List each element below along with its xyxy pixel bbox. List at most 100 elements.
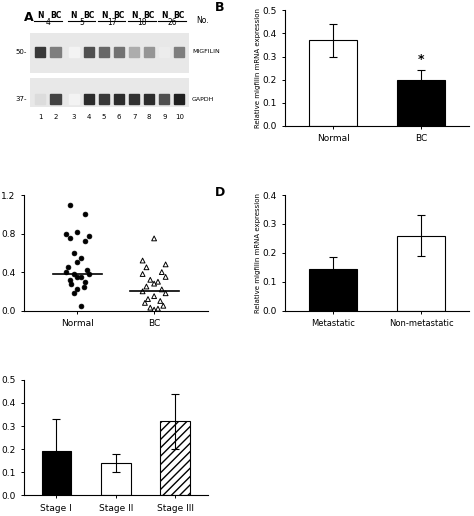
Bar: [30, 77, 190, 107]
Bar: [50, 94, 61, 104]
Bar: [144, 47, 154, 57]
Point: [162, 289, 169, 297]
Text: BC: BC: [50, 11, 61, 20]
Point: [70, 249, 77, 257]
Text: D: D: [215, 186, 226, 199]
Y-axis label: Relative migfilin mRNA expression: Relative migfilin mRNA expression: [255, 193, 261, 313]
Text: 8: 8: [147, 114, 152, 120]
Point: [66, 234, 73, 243]
Point: [77, 302, 85, 310]
Text: BC: BC: [113, 11, 125, 20]
Point: [150, 234, 158, 243]
Point: [62, 230, 70, 238]
Bar: [309, 40, 357, 126]
Point: [81, 210, 89, 218]
Point: [85, 231, 93, 239]
Point: [158, 268, 165, 276]
Point: [156, 297, 164, 305]
Text: A: A: [24, 11, 33, 24]
Text: 9: 9: [162, 114, 166, 120]
Text: B: B: [215, 1, 225, 14]
Bar: [129, 94, 139, 104]
Text: 5: 5: [79, 18, 84, 27]
Point: [64, 263, 72, 271]
Point: [73, 259, 81, 267]
Point: [139, 256, 146, 265]
Text: 6: 6: [117, 114, 121, 120]
Point: [81, 278, 89, 286]
Point: [150, 305, 158, 314]
Bar: [69, 47, 79, 57]
Y-axis label: Relative migfilin mRNA expression: Relative migfilin mRNA expression: [255, 8, 261, 128]
Bar: [309, 269, 357, 311]
Point: [83, 266, 91, 275]
Bar: [99, 47, 109, 57]
Bar: [36, 94, 46, 104]
Text: BC: BC: [144, 11, 155, 20]
Bar: [159, 94, 169, 104]
Text: 2: 2: [53, 114, 58, 120]
Point: [85, 270, 93, 278]
Point: [158, 285, 165, 294]
Point: [66, 276, 73, 284]
Text: N: N: [71, 11, 77, 20]
Point: [70, 270, 77, 278]
Bar: [144, 94, 154, 104]
Bar: [114, 94, 124, 104]
Text: 5: 5: [102, 114, 106, 120]
Text: 18: 18: [137, 18, 146, 27]
Point: [70, 289, 77, 297]
Bar: [36, 47, 46, 57]
Point: [66, 201, 73, 209]
Bar: [397, 79, 445, 126]
Text: 50-: 50-: [16, 49, 27, 55]
Point: [139, 270, 146, 278]
Point: [154, 278, 162, 286]
Bar: [114, 47, 124, 57]
Bar: [129, 47, 139, 57]
Point: [141, 299, 149, 307]
Point: [73, 285, 81, 294]
Text: 4: 4: [46, 18, 50, 27]
Bar: [30, 34, 190, 73]
Point: [80, 282, 87, 291]
Point: [150, 280, 158, 288]
Bar: [174, 94, 184, 104]
Text: 26: 26: [167, 18, 177, 27]
Point: [77, 273, 85, 281]
Text: 7: 7: [132, 114, 137, 120]
Bar: [99, 94, 109, 104]
Point: [143, 263, 150, 271]
Point: [67, 280, 75, 288]
Text: 10: 10: [175, 114, 184, 120]
Text: BC: BC: [173, 11, 185, 20]
Text: N: N: [131, 11, 137, 20]
Point: [146, 303, 154, 312]
Point: [154, 304, 162, 313]
Bar: [159, 47, 169, 57]
Text: 17: 17: [107, 18, 117, 27]
Point: [73, 273, 81, 281]
Text: BC: BC: [83, 11, 95, 20]
Text: 1: 1: [38, 114, 43, 120]
Text: MIGFILIN: MIGFILIN: [192, 50, 219, 54]
Point: [73, 228, 81, 236]
Text: No.: No.: [196, 16, 209, 25]
Bar: [42, 452, 71, 495]
Bar: [160, 422, 190, 495]
Point: [146, 276, 154, 284]
Point: [62, 268, 70, 276]
Text: GAPDH: GAPDH: [192, 96, 214, 102]
Bar: [174, 47, 184, 57]
Point: [160, 302, 167, 310]
Bar: [397, 235, 445, 311]
Bar: [50, 47, 61, 57]
Text: N: N: [37, 11, 44, 20]
Point: [144, 295, 152, 303]
Point: [143, 282, 150, 291]
Bar: [101, 463, 131, 495]
Bar: [84, 47, 94, 57]
Text: N: N: [161, 11, 167, 20]
Point: [162, 260, 169, 268]
Point: [81, 237, 89, 246]
